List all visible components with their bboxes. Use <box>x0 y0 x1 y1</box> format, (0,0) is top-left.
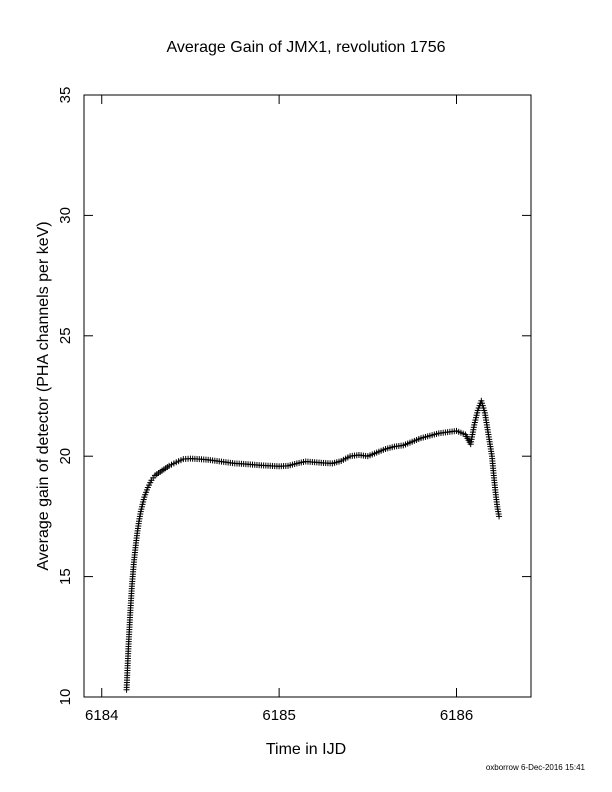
y-tick-label: 10 <box>57 689 74 706</box>
y-tick-label: 30 <box>57 207 74 224</box>
y-tick-label: 15 <box>57 568 74 585</box>
x-tick-label: 6184 <box>85 707 118 724</box>
x-tick-label: 6185 <box>262 707 295 724</box>
footer-credit: oxborrow 6-Dec-2016 15:41 <box>486 763 586 772</box>
y-tick-label: 20 <box>57 448 74 465</box>
y-tick-label: 35 <box>57 87 74 104</box>
x-axis: 6184 6185 6186 <box>85 95 473 724</box>
y-tick-label: 25 <box>57 327 74 344</box>
y-axis-label: Average gain of detector (PHA channels p… <box>35 221 52 570</box>
chart-title: Average Gain of JMX1, revolution 1756 <box>167 39 446 56</box>
x-axis-label: Time in IJD <box>266 741 346 758</box>
data-point <box>496 513 503 520</box>
y-axis: 10 15 20 25 30 35 <box>57 87 531 706</box>
data-series <box>123 397 503 693</box>
x-tick-label: 6186 <box>440 707 473 724</box>
plot-area-frame <box>83 94 532 698</box>
